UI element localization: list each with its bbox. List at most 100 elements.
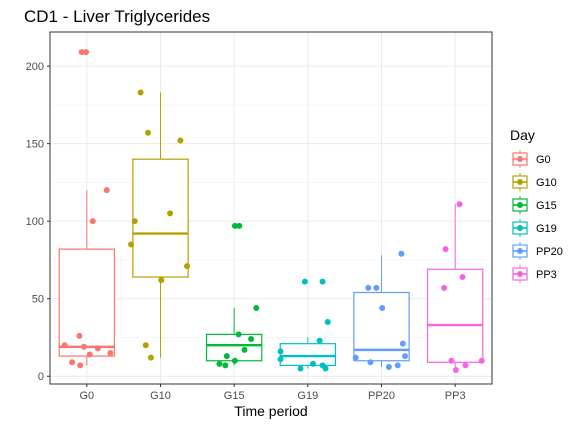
data-point xyxy=(379,305,386,312)
box-g19 xyxy=(277,278,337,372)
data-point xyxy=(301,278,308,285)
box-g0 xyxy=(58,49,116,369)
x-axis-title: Time period xyxy=(234,403,307,419)
data-point xyxy=(231,357,238,364)
legend-label: G10 xyxy=(536,177,557,189)
legend-label: PP3 xyxy=(536,269,557,281)
legend-item-g19: G19 xyxy=(512,219,557,237)
data-point xyxy=(441,284,448,291)
legend-label: PP20 xyxy=(536,246,563,258)
legend-item-pp20: PP20 xyxy=(512,242,563,260)
box-pp20 xyxy=(352,250,410,370)
data-point xyxy=(77,362,84,369)
data-point xyxy=(107,349,114,356)
data-point xyxy=(69,359,76,366)
y-tick-label: 150 xyxy=(26,139,44,151)
box-g15 xyxy=(205,222,263,369)
data-point xyxy=(316,337,323,344)
legend-point xyxy=(517,156,523,162)
data-point xyxy=(277,348,284,355)
data-point xyxy=(86,351,93,358)
panel-background xyxy=(50,32,492,384)
data-point xyxy=(236,222,243,229)
data-point xyxy=(478,357,485,364)
data-point xyxy=(462,362,469,369)
data-point xyxy=(448,357,455,364)
legend: G0 G10 G15 G19 PP20 PP3 xyxy=(512,150,563,283)
data-point xyxy=(248,336,255,343)
data-point xyxy=(80,343,87,350)
panel-border xyxy=(49,31,493,385)
legend-point xyxy=(517,225,523,231)
x-tick-label: G19 xyxy=(297,390,318,402)
x-tick-label: G0 xyxy=(79,390,94,402)
data-point xyxy=(76,332,83,339)
legend-point xyxy=(517,202,523,208)
x-tick-label: G10 xyxy=(150,390,171,402)
legend-title: Day xyxy=(510,127,535,143)
data-point xyxy=(128,241,135,248)
data-point xyxy=(137,89,144,96)
data-point xyxy=(459,274,466,281)
x-tick-label: G15 xyxy=(224,390,245,402)
legend-label: G0 xyxy=(536,154,551,166)
data-point xyxy=(399,340,406,347)
legend-item-g15: G15 xyxy=(512,196,557,214)
box-body xyxy=(426,268,484,363)
y-tick-label: 200 xyxy=(26,61,44,73)
data-point xyxy=(324,318,331,325)
data-point xyxy=(167,210,174,217)
data-point xyxy=(402,353,409,360)
data-point xyxy=(89,218,96,225)
data-point xyxy=(373,284,380,291)
data-point xyxy=(297,365,304,372)
data-point xyxy=(61,342,68,349)
legend-label: G15 xyxy=(536,200,557,212)
data-point xyxy=(452,367,459,374)
data-point xyxy=(367,359,374,366)
legend-point xyxy=(517,248,523,254)
legend-label: G19 xyxy=(536,223,557,235)
y-tick-label: 0 xyxy=(38,371,44,383)
data-point xyxy=(131,218,138,225)
data-point xyxy=(184,263,191,270)
data-point xyxy=(223,353,230,360)
data-point xyxy=(385,363,392,370)
data-point xyxy=(231,222,238,229)
chart-title: CD1 - Liver Triglycerides xyxy=(24,7,210,26)
data-point xyxy=(322,365,329,372)
data-point xyxy=(78,49,85,56)
data-point xyxy=(309,360,316,367)
legend-point xyxy=(517,179,523,185)
box-body xyxy=(279,343,337,366)
data-point xyxy=(216,360,223,367)
data-point xyxy=(456,201,463,208)
x-tick-label: PP20 xyxy=(368,390,395,402)
data-point xyxy=(442,246,449,253)
data-point xyxy=(235,331,242,338)
data-point xyxy=(253,305,260,312)
legend-item-g10: G10 xyxy=(512,173,557,191)
y-tick-label: 50 xyxy=(32,294,44,306)
data-point xyxy=(94,345,101,352)
legend-item-pp3: PP3 xyxy=(512,265,557,283)
data-point xyxy=(147,354,154,361)
data-point xyxy=(277,356,284,363)
data-point xyxy=(158,277,165,284)
data-point xyxy=(319,278,326,285)
box-body xyxy=(58,248,116,357)
y-tick-label: 100 xyxy=(26,216,44,228)
data-point xyxy=(241,346,248,353)
y-axis: 0 50 100 150 200 xyxy=(26,61,50,383)
legend-item-g0: G0 xyxy=(512,150,551,168)
legend-point xyxy=(517,271,523,277)
data-point xyxy=(222,362,229,369)
plot-panel xyxy=(49,31,493,385)
data-point xyxy=(103,187,110,194)
data-point xyxy=(365,284,372,291)
data-point xyxy=(394,362,401,369)
data-point xyxy=(352,354,359,361)
x-tick-label: PP3 xyxy=(445,390,466,402)
box-body xyxy=(132,158,189,278)
